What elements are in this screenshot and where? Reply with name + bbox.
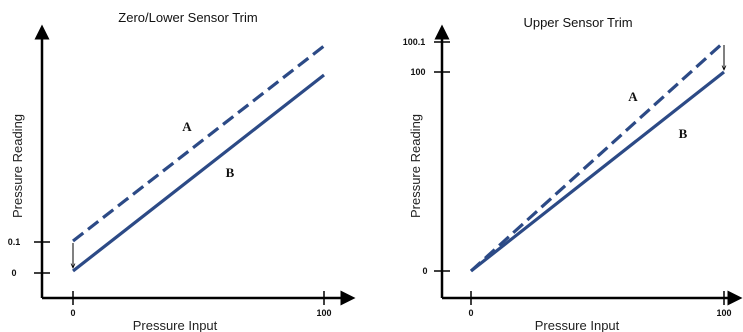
x-axis-title-left: Pressure Input [133,318,218,332]
line-b-label-right: B [679,126,688,141]
panel-title-zero-lower: Zero/Lower Sensor Trim [118,10,257,25]
y-tick-label-0-right: 0 [422,266,427,276]
line-b-solid-right [470,70,725,273]
y-tick-label-0-left: 0 [11,268,16,278]
line-a-label-right: A [628,89,638,104]
x-tick-label-100-left: 100 [316,308,331,318]
x-tick-label-0-left: 0 [70,308,75,318]
y-tick-label-0.1-left: 0.1 [8,237,21,247]
x-tick-label-100-right: 100 [716,308,731,318]
zero-lower-trim-panel: Zero/Lower Sensor Trim 0 0.1 0 100 Press… [8,10,356,332]
x-axis-title-right: Pressure Input [535,318,620,332]
x-tick-label-0-right: 0 [468,308,473,318]
y-tick-label-100-right: 100 [410,67,425,77]
line-a-dashed-left [72,44,325,243]
line-a-dashed-right [469,40,726,273]
panel-title-upper: Upper Sensor Trim [523,15,632,30]
line-b-solid-left [72,73,325,273]
line-b-label-left: B [226,165,235,180]
y-axis-title-right: Pressure Reading [408,114,423,218]
y-tick-label-100.1-right: 100.1 [403,37,426,47]
y-axis-title-left: Pressure Reading [10,114,25,218]
upper-trim-panel: Upper Sensor Trim 0 100 100.1 0 100 Pres… [403,15,743,332]
line-a-label-left: A [182,119,192,134]
